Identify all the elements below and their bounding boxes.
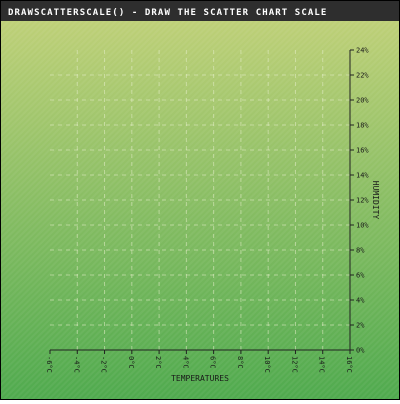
x-tick-label: -6°C <box>45 356 53 373</box>
y-tick-label: 6% <box>356 272 365 280</box>
x-tick-label: -4°C <box>72 356 80 373</box>
y-tick-label: 2% <box>356 322 365 330</box>
x-tick-label: 4°C <box>181 356 189 369</box>
x-tick-label: 2°C <box>154 356 162 369</box>
y-tick-label: 24% <box>356 47 369 55</box>
y-tick-label: 0% <box>356 347 365 355</box>
x-tick-label: 16°C <box>345 356 353 373</box>
y-tick-label: 20% <box>356 97 369 105</box>
chart-title: drawScatterScale() - draw the scatter ch… <box>8 8 327 18</box>
y-tick-label: 12% <box>356 197 369 205</box>
x-tick-label: 0°C <box>127 356 135 369</box>
y-tick-label: 16% <box>356 147 369 155</box>
y-axis-label: Humidity <box>371 181 380 220</box>
x-axis-label: Temperatures <box>171 374 229 383</box>
x-tick-label: -2°C <box>100 356 108 373</box>
y-tick-label: 18% <box>356 122 369 130</box>
y-tick-label: 14% <box>356 172 369 180</box>
y-tick-label: 22% <box>356 72 369 80</box>
x-tick-label: 12°C <box>290 356 298 373</box>
y-tick-label: 4% <box>356 297 365 305</box>
x-tick-label: 8°C <box>236 356 244 369</box>
x-tick-label: 10°C <box>263 356 271 373</box>
y-tick-label: 10% <box>356 222 369 230</box>
x-tick-label: 14°C <box>318 356 326 373</box>
y-tick-label: 8% <box>356 247 365 255</box>
x-tick-label: 6°C <box>209 356 217 369</box>
